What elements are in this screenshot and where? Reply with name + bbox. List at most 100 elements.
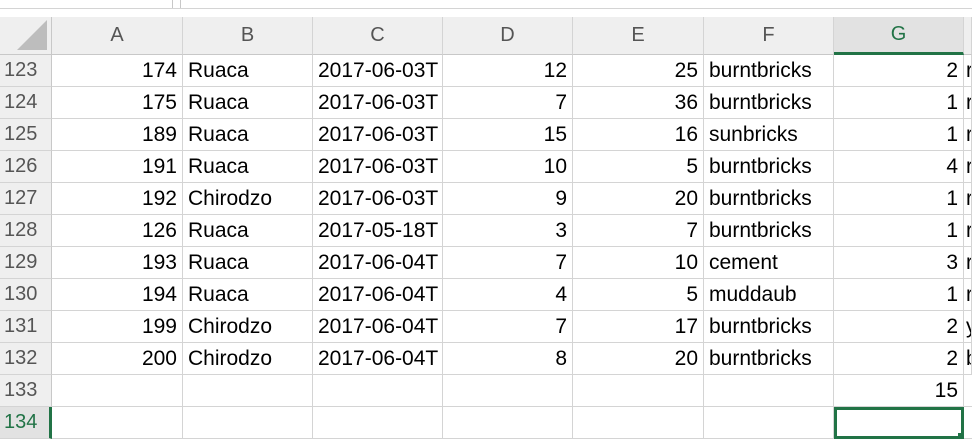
cell-c[interactable]: 2017-06-03T — [313, 151, 443, 183]
row-header[interactable]: 127 — [0, 183, 52, 215]
cell-f[interactable] — [704, 375, 834, 407]
cell-d[interactable]: 4 — [443, 279, 573, 311]
row-header[interactable]: 132 — [0, 343, 52, 375]
cell-h[interactable]: r — [964, 55, 972, 87]
cell-d[interactable]: 7 — [443, 87, 573, 119]
cell-b[interactable]: Ruaca — [183, 151, 313, 183]
cell-a[interactable]: 200 — [52, 343, 183, 375]
cell-h[interactable]: y — [964, 311, 972, 343]
cell-c[interactable] — [313, 407, 443, 439]
row-header[interactable]: 123 — [0, 55, 52, 87]
cell-g[interactable]: 4 — [834, 151, 964, 183]
cell-f[interactable]: burntbricks — [704, 215, 834, 247]
row-header[interactable]: 124 — [0, 87, 52, 119]
cell-b[interactable] — [183, 407, 313, 439]
cell-b[interactable]: Ruaca — [183, 279, 313, 311]
cell-g-sum[interactable]: 15 — [834, 375, 964, 407]
cell-e[interactable]: 7 — [573, 215, 704, 247]
cell-g[interactable]: 1 — [834, 119, 964, 151]
column-header-h[interactable] — [964, 17, 972, 55]
spreadsheet-grid[interactable]: A B C D E F G 123 174 Ruaca 2017-06-03T … — [0, 17, 972, 439]
cell-a[interactable] — [52, 407, 183, 439]
cell-a[interactable]: 199 — [52, 311, 183, 343]
cell-e[interactable] — [573, 407, 704, 439]
cell-g[interactable]: 1 — [834, 183, 964, 215]
row-header[interactable]: 125 — [0, 119, 52, 151]
cell-c[interactable]: 2017-06-04T — [313, 279, 443, 311]
cell-a[interactable]: 194 — [52, 279, 183, 311]
cell-f[interactable]: burntbricks — [704, 183, 834, 215]
row-header[interactable]: 126 — [0, 151, 52, 183]
cell-c[interactable]: 2017-06-03T — [313, 87, 443, 119]
cell-f[interactable]: burntbricks — [704, 55, 834, 87]
cell-c[interactable]: 2017-06-03T — [313, 55, 443, 87]
column-header-e[interactable]: E — [573, 17, 704, 55]
cell-h[interactable]: r — [964, 279, 972, 311]
cell-c[interactable]: 2017-06-04T — [313, 247, 443, 279]
cell-g[interactable]: 2 — [834, 55, 964, 87]
cell-b[interactable]: Chirodzo — [183, 311, 313, 343]
cell-b[interactable] — [183, 375, 313, 407]
row-header[interactable]: 128 — [0, 215, 52, 247]
cell-a[interactable]: 193 — [52, 247, 183, 279]
cell-d[interactable] — [443, 407, 573, 439]
select-all-corner[interactable] — [0, 17, 52, 55]
cell-h[interactable]: r — [964, 151, 972, 183]
cell-a[interactable]: 126 — [52, 215, 183, 247]
cell-b[interactable]: Ruaca — [183, 215, 313, 247]
row-header[interactable]: 130 — [0, 279, 52, 311]
cell-f[interactable]: burntbricks — [704, 87, 834, 119]
row-header[interactable]: 129 — [0, 247, 52, 279]
cell-c[interactable] — [313, 375, 443, 407]
cell-e[interactable]: 25 — [573, 55, 704, 87]
cell-d[interactable]: 12 — [443, 55, 573, 87]
cell-g[interactable]: 1 — [834, 87, 964, 119]
column-header-b[interactable]: B — [183, 17, 313, 55]
cell-f[interactable]: cement — [704, 247, 834, 279]
cell-h[interactable]: r — [964, 87, 972, 119]
row-header-selected[interactable]: 134 — [0, 407, 52, 439]
cell-d[interactable]: 15 — [443, 119, 573, 151]
cell-h[interactable]: b — [964, 343, 972, 375]
cell-d[interactable]: 3 — [443, 215, 573, 247]
cell-e[interactable]: 17 — [573, 311, 704, 343]
column-header-c[interactable]: C — [313, 17, 443, 55]
cell-a[interactable]: 192 — [52, 183, 183, 215]
cell-b[interactable]: Chirodzo — [183, 343, 313, 375]
cell-e[interactable]: 5 — [573, 151, 704, 183]
active-cell-g134[interactable] — [834, 407, 964, 439]
cell-b[interactable]: Ruaca — [183, 55, 313, 87]
cell-a[interactable]: 174 — [52, 55, 183, 87]
cell-b[interactable]: Ruaca — [183, 119, 313, 151]
cell-h[interactable] — [964, 407, 972, 439]
cell-b[interactable]: Ruaca — [183, 87, 313, 119]
cell-d[interactable]: 9 — [443, 183, 573, 215]
cell-d[interactable] — [443, 375, 573, 407]
cell-f[interactable]: burntbricks — [704, 311, 834, 343]
cell-e[interactable]: 5 — [573, 279, 704, 311]
cell-h[interactable]: r — [964, 215, 972, 247]
column-header-a[interactable]: A — [52, 17, 183, 55]
cell-a[interactable]: 191 — [52, 151, 183, 183]
cell-e[interactable]: 10 — [573, 247, 704, 279]
row-header[interactable]: 131 — [0, 311, 52, 343]
cell-h[interactable] — [964, 375, 972, 407]
cell-c[interactable]: 2017-06-03T — [313, 119, 443, 151]
cell-f[interactable]: muddaub — [704, 279, 834, 311]
cell-c[interactable]: 2017-05-18T — [313, 215, 443, 247]
cell-f[interactable]: burntbricks — [704, 343, 834, 375]
cell-c[interactable]: 2017-06-04T — [313, 311, 443, 343]
cell-h[interactable]: r — [964, 183, 972, 215]
cell-g[interactable]: 3 — [834, 247, 964, 279]
cell-c[interactable]: 2017-06-04T — [313, 343, 443, 375]
cell-c[interactable]: 2017-06-03T — [313, 183, 443, 215]
cell-e[interactable] — [573, 375, 704, 407]
cell-f[interactable]: burntbricks — [704, 151, 834, 183]
cell-g[interactable]: 1 — [834, 215, 964, 247]
cell-f[interactable]: sunbricks — [704, 119, 834, 151]
cell-f[interactable] — [704, 407, 834, 439]
cell-d[interactable]: 7 — [443, 247, 573, 279]
cell-g[interactable]: 2 — [834, 311, 964, 343]
cell-d[interactable]: 8 — [443, 343, 573, 375]
cell-e[interactable]: 36 — [573, 87, 704, 119]
